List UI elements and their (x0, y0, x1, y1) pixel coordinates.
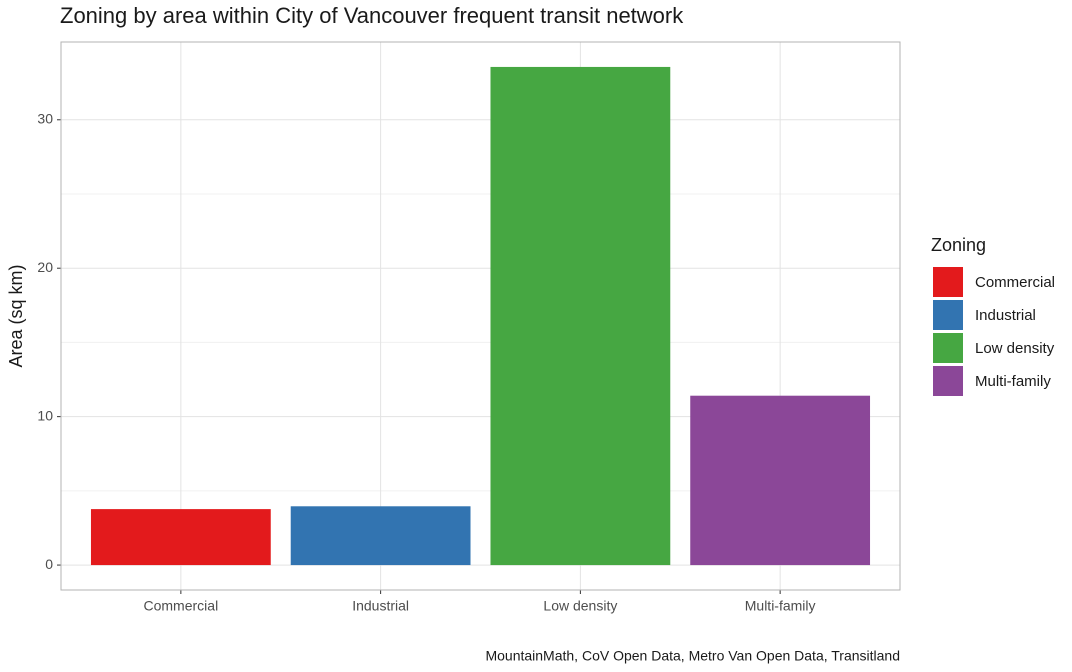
legend-title: Zoning (931, 235, 986, 255)
x-tick-label: Low density (543, 598, 617, 614)
legend-key (933, 300, 963, 330)
y-tick-label: 20 (37, 259, 53, 275)
legend-key (933, 267, 963, 297)
chart-title: Zoning by area within City of Vancouver … (60, 3, 684, 28)
panel-border (60, 41, 901, 591)
caption: MountainMath, CoV Open Data, Metro Van O… (485, 648, 900, 664)
legend-label: Low density (975, 340, 1055, 357)
bar (690, 395, 871, 566)
legend-label: Commercial (975, 274, 1055, 291)
legend-label: Multi-family (975, 373, 1051, 390)
y-tick-label: 10 (37, 407, 53, 423)
bar (290, 506, 471, 566)
legend-key (933, 333, 963, 363)
x-tick-label: Multi-family (745, 598, 816, 614)
legend-key (933, 366, 963, 396)
bar (490, 66, 671, 566)
legend-label: Industrial (975, 307, 1036, 324)
y-axis-label: Area (sq km) (6, 264, 26, 367)
y-tick-label: 0 (45, 556, 53, 572)
y-tick-label: 30 (37, 110, 53, 126)
x-tick-label: Industrial (352, 598, 409, 614)
bar (90, 509, 271, 566)
x-tick-label: Commercial (144, 598, 219, 614)
